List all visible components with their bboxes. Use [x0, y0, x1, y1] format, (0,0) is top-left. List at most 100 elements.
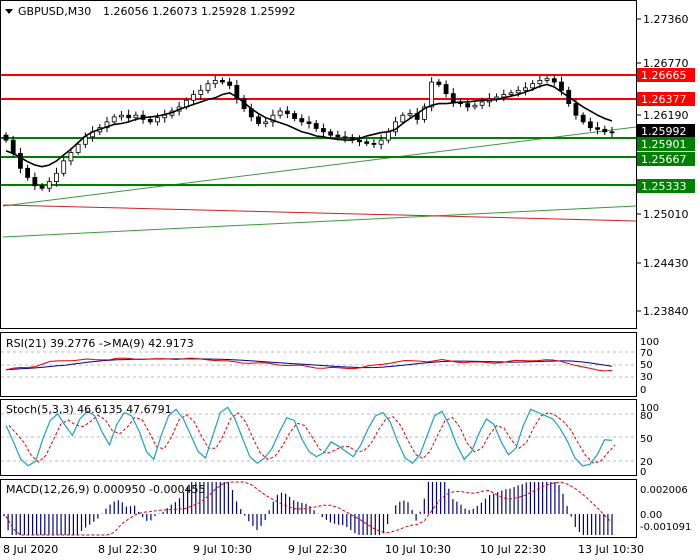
candle-body — [573, 103, 579, 116]
rsi-title: RSI(21) 39.2776 ->MA(9) 42.9173 — [6, 337, 194, 350]
candle-body — [39, 185, 45, 189]
rsi-ma-line — [5, 358, 613, 371]
candle-body — [494, 96, 499, 100]
candle-body — [277, 110, 283, 116]
stoch-tick: 20 — [640, 457, 653, 468]
rsi-levels — [1, 351, 636, 378]
descending-trendline — [2, 204, 637, 222]
candle-body — [508, 92, 514, 95]
candle-body — [335, 134, 341, 138]
candle-body — [162, 114, 168, 119]
level-badge — [637, 137, 695, 151]
candle-body — [436, 81, 442, 85]
level-label-support-1: 1.25901 — [641, 138, 687, 151]
rsi-tick: 30 — [640, 372, 653, 383]
candle-body — [220, 79, 225, 83]
stoch-panel — [0, 399, 637, 476]
candle-body — [155, 117, 160, 123]
candle-body — [270, 114, 276, 123]
time-label: 9 Jul 10:30 — [193, 543, 252, 556]
moving-average-line — [5, 83, 613, 168]
candle-body — [450, 93, 456, 103]
candle-body — [609, 131, 615, 134]
candle-body — [537, 79, 543, 85]
candle-body — [321, 128, 326, 133]
candle-body — [465, 103, 471, 108]
macd-tick: -0.001091 — [640, 522, 691, 533]
candle-body — [25, 167, 31, 178]
current-price-badge — [637, 124, 695, 138]
candle-body — [263, 121, 269, 124]
candle-body — [544, 78, 550, 81]
level-badge — [637, 68, 695, 82]
level-label-support-2: 1.25667 — [641, 153, 687, 166]
candle-body — [284, 110, 290, 114]
price-tick: 1.23840 — [643, 305, 689, 318]
candle-body — [371, 143, 377, 145]
candle-body — [299, 118, 305, 123]
price-axis: 1.27360 1.26770 1.26190 1.25010 1.24430 … — [637, 13, 689, 318]
stoch-tick: 80 — [640, 411, 653, 422]
candle-body — [198, 89, 204, 95]
candle-body — [429, 81, 435, 108]
stoch-tick: 100 — [640, 403, 659, 414]
price-tick: 1.26190 — [643, 109, 689, 122]
time-label: 10 Jul 22:30 — [480, 543, 546, 556]
rsi-tick: 50 — [640, 360, 653, 371]
candle-body — [61, 160, 67, 174]
candle-body — [602, 128, 608, 133]
candle-body — [422, 106, 427, 120]
candle-body — [407, 113, 413, 116]
candle-body — [342, 136, 348, 139]
candlestick-series — [3, 74, 615, 193]
macd-signal-line — [5, 481, 613, 536]
price-tick: 1.26770 — [643, 57, 689, 70]
rsi-panel — [0, 332, 637, 397]
macd-histogram — [3, 482, 613, 535]
candle-body — [385, 131, 391, 141]
candle-body — [515, 89, 521, 94]
candle-body — [256, 116, 261, 124]
candle-body — [119, 114, 124, 118]
stoch-signal-line — [8, 411, 616, 464]
candle-body — [587, 121, 593, 129]
candle-body — [357, 139, 362, 143]
candle-body — [205, 83, 211, 91]
price-tick: 1.24430 — [643, 257, 689, 270]
candle-body — [10, 139, 16, 154]
current-price-label: 1.25992 — [641, 125, 687, 138]
candle-body — [68, 152, 74, 162]
time-label: 8 Jul 22:30 — [98, 543, 157, 556]
level-label-resistance-1: 1.26665 — [641, 69, 687, 82]
time-label: 10 Jul 10:30 — [385, 543, 451, 556]
candle-body — [443, 84, 449, 95]
candle-body — [559, 81, 564, 91]
candle-body — [364, 141, 370, 144]
stoch-levels — [1, 413, 636, 462]
time-label: 8 Jul 2020 — [3, 543, 58, 556]
stoch-title: Stoch(5,3,3) 46.6135 47.6791 — [6, 403, 172, 416]
candle-body — [292, 113, 297, 119]
time-label: 13 Jul 10:30 — [578, 543, 644, 556]
candle-body — [32, 177, 38, 187]
main-chart-panel — [0, 0, 637, 329]
dropdown-triangle-icon[interactable] — [5, 9, 13, 14]
rsi-tick: 100 — [640, 337, 659, 348]
lower-trendline — [2, 205, 637, 238]
time-axis: 8 Jul 2020 8 Jul 22:30 9 Jul 10:30 9 Jul… — [3, 543, 644, 556]
candle-body — [54, 172, 59, 182]
candle-body — [400, 114, 406, 123]
level-badge — [637, 152, 695, 166]
candle-body — [234, 84, 240, 100]
macd-tick: 0.002006 — [640, 485, 688, 496]
stoch-main-line — [5, 406, 613, 467]
candle-body — [313, 123, 319, 129]
macd-tick: 0.00 — [640, 510, 662, 521]
rsi-line — [5, 357, 613, 372]
candle-body — [111, 116, 117, 123]
level-badge — [637, 179, 695, 193]
rsi-tick: 70 — [640, 348, 653, 359]
price-tick: 1.25010 — [643, 208, 689, 221]
candle-body — [306, 121, 312, 124]
